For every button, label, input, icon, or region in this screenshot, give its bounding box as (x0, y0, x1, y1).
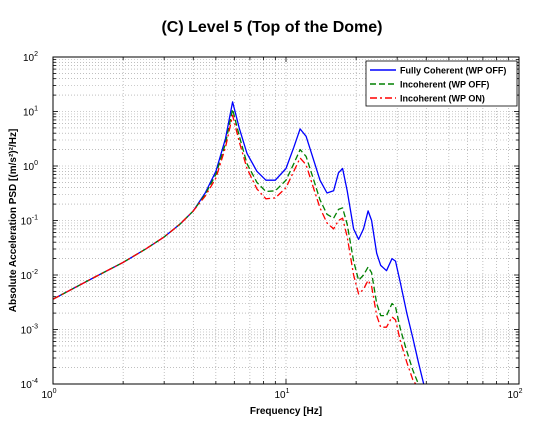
y-tick-label: 10-1 (21, 215, 38, 228)
series-line-3 (52, 114, 417, 385)
y-tick-label: 101 (23, 106, 38, 119)
tick-labels: 100 101 102 10-4 10-3 10-2 10-1 100 101 102 (21, 51, 523, 401)
y-tick-label: 10-4 (21, 378, 38, 391)
chart-title: (C) Level 5 (Top of the Dome) (161, 19, 383, 36)
legend: Fully Coherent (WP OFF) Incoherent (WP OF… (365, 60, 518, 107)
legend-label: Fully Coherent (WP OFF) (400, 66, 506, 76)
legend-label: Incoherent (WP OFF) (400, 80, 489, 90)
x-tick-label: 100 (41, 388, 56, 401)
series-line-1 (52, 101, 425, 385)
legend-label: Incoherent (WP ON) (400, 94, 485, 104)
y-tick-label: 10-3 (21, 324, 38, 337)
axis-ticks (52, 57, 519, 385)
x-tick-label: 102 (507, 388, 522, 401)
grid (53, 57, 519, 384)
series-layer (52, 101, 425, 385)
y-tick-label: 10-2 (21, 269, 38, 282)
x-axis-label: Frequency [Hz] (250, 406, 322, 417)
x-tick-label: 101 (274, 388, 289, 401)
series-line-2 (52, 108, 420, 385)
y-tick-label: 102 (23, 51, 38, 64)
y-axis-label: Absolute Acceleration PSD [(m/s²)²/Hz] (8, 129, 19, 313)
y-tick-label: 100 (23, 160, 38, 173)
